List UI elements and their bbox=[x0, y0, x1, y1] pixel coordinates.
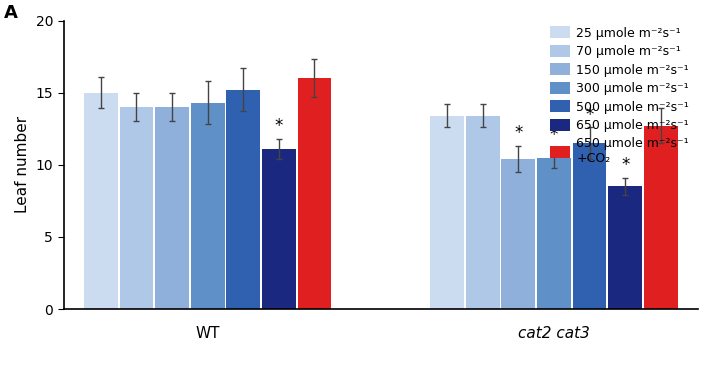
Bar bbox=[466, 116, 500, 309]
Bar bbox=[297, 78, 332, 309]
Y-axis label: Leaf number: Leaf number bbox=[15, 116, 30, 213]
Bar bbox=[262, 149, 296, 309]
Bar bbox=[537, 158, 571, 309]
Bar bbox=[644, 126, 677, 309]
Legend: 25 μmole m⁻²s⁻¹, 70 μmole m⁻²s⁻¹, 150 μmole m⁻²s⁻¹, 300 μmole m⁻²s⁻¹, 500 μmole : 25 μmole m⁻²s⁻¹, 70 μmole m⁻²s⁻¹, 150 μm… bbox=[548, 24, 692, 168]
Bar bbox=[573, 143, 607, 309]
Text: *: * bbox=[550, 126, 558, 144]
Bar bbox=[501, 159, 535, 309]
Text: *: * bbox=[585, 106, 594, 124]
Text: cat2 cat3: cat2 cat3 bbox=[518, 326, 590, 341]
Bar bbox=[84, 93, 118, 309]
Bar bbox=[608, 186, 642, 309]
Bar bbox=[430, 116, 464, 309]
Bar bbox=[155, 107, 189, 309]
Bar bbox=[120, 107, 153, 309]
Bar bbox=[226, 90, 260, 309]
Text: WT: WT bbox=[195, 326, 220, 341]
Text: *: * bbox=[621, 156, 630, 174]
Text: *: * bbox=[514, 124, 523, 142]
Bar bbox=[190, 103, 225, 309]
Text: A: A bbox=[4, 4, 17, 22]
Text: *: * bbox=[275, 117, 283, 135]
